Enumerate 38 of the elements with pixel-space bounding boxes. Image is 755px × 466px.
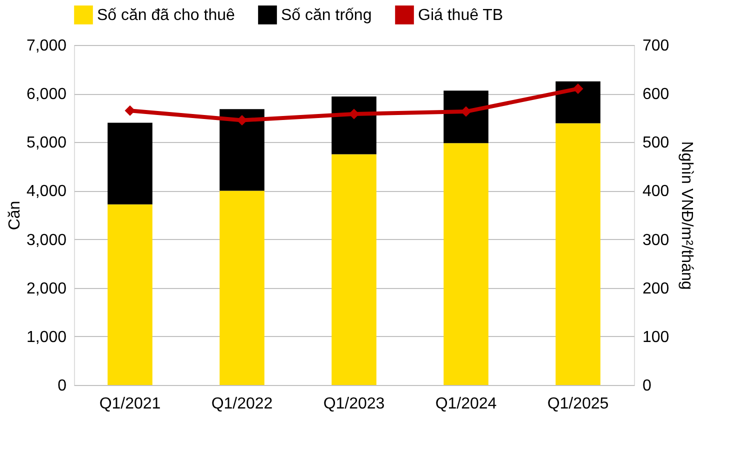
y-tick-label: 0: [58, 378, 67, 394]
x-tick-label: Q1/2024: [435, 396, 497, 412]
bar: [332, 154, 376, 385]
bar: [444, 143, 488, 385]
x-tick-label: Q1/2025: [547, 396, 609, 412]
y-tick-label: 4,000: [26, 183, 67, 200]
y2-tick-label: 200: [642, 280, 670, 298]
x-tick-label: Q1/2022: [211, 396, 273, 412]
legend-label: Giá thuê TB: [418, 6, 504, 24]
bar: [108, 122, 152, 204]
y2-tick-label: 400: [642, 183, 670, 200]
y2-tick-label: 0: [642, 378, 652, 394]
point: [124, 105, 136, 116]
y-tick-label: 1,000: [26, 328, 67, 346]
y-tick-label: 5,000: [26, 134, 67, 152]
legend-label: Số căn trống: [281, 6, 372, 24]
bar: [556, 123, 600, 385]
y2-axis-title: Nghìn VNĐ/m²/tháng: [678, 141, 696, 290]
x-tick-label: Q1/2021: [99, 396, 161, 412]
y2-tick-label: 100: [642, 328, 670, 346]
y2-tick-label: 600: [642, 86, 670, 104]
x-tick-label: Q1/2023: [323, 396, 385, 412]
bar: [556, 81, 600, 124]
y-tick-label: 2,000: [26, 280, 67, 298]
bar: [108, 204, 152, 385]
bar: [444, 90, 488, 144]
bar: [332, 96, 376, 154]
legend-label: Số căn đã cho thuê: [97, 6, 235, 24]
y2-tick-label: 700: [642, 38, 670, 54]
y-tick-label: 7,000: [26, 38, 67, 54]
y2-tick-label: 500: [642, 134, 670, 152]
bar: [220, 190, 264, 385]
y-tick-label: 3,000: [26, 232, 67, 249]
y2-tick-label: 300: [642, 232, 670, 249]
point: [572, 83, 584, 94]
y-axis-title: Căn: [6, 200, 24, 230]
bar: [220, 109, 264, 191]
y-tick-label: 6,000: [26, 86, 67, 104]
